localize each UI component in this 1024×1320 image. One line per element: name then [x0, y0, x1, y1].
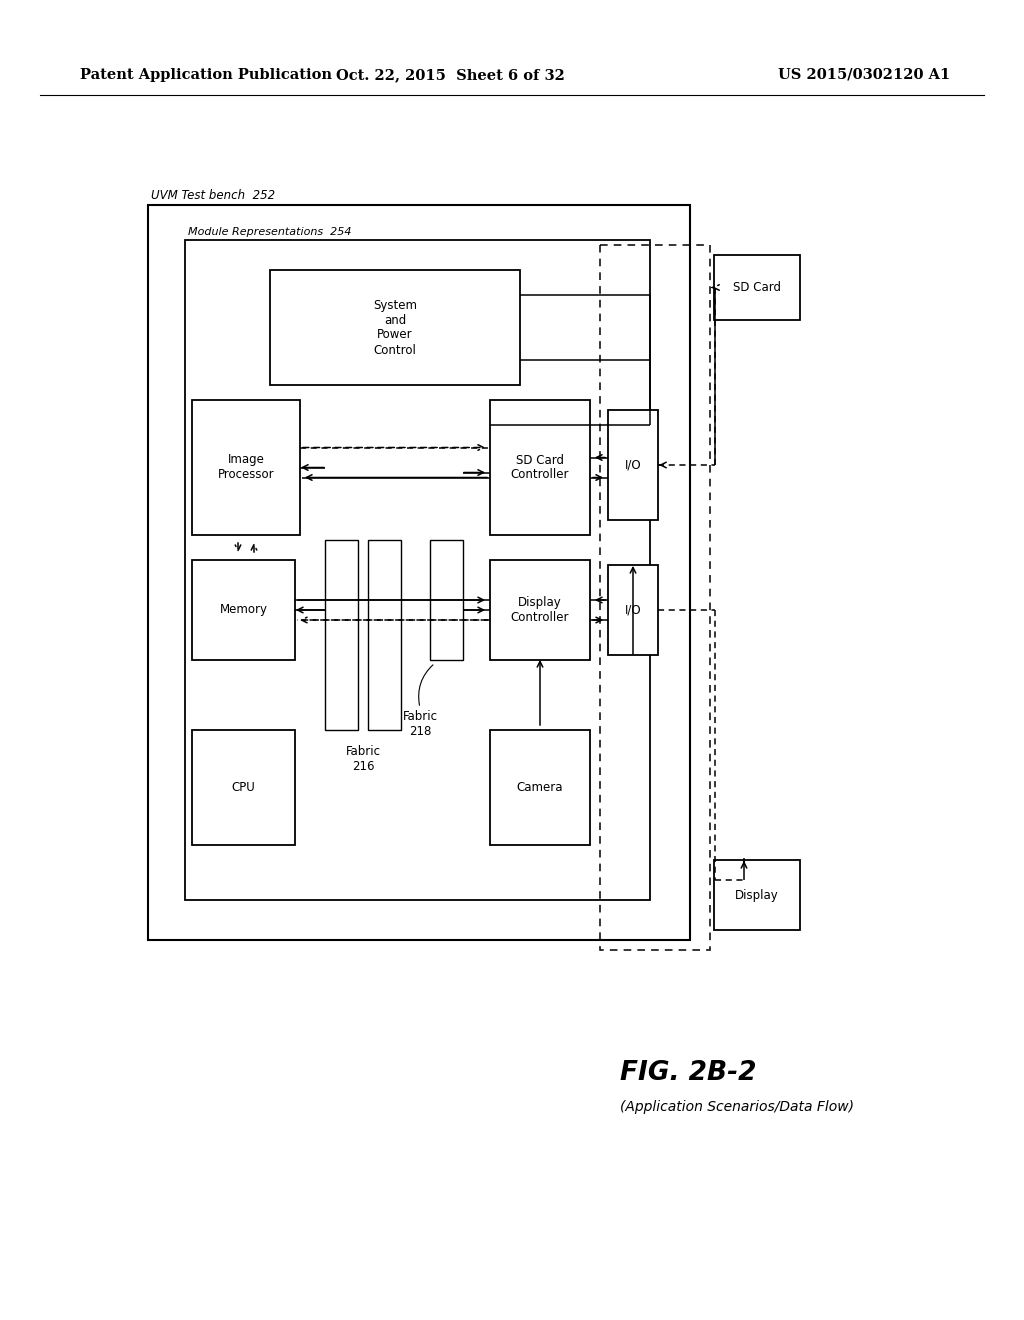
Bar	[193, 730, 295, 845]
Bar	[430, 540, 463, 660]
Text: US 2015/0302120 A1: US 2015/0302120 A1	[778, 69, 950, 82]
Text: CPU: CPU	[231, 781, 255, 795]
Text: Image
Processor: Image Processor	[218, 454, 274, 482]
Text: Fabric: Fabric	[345, 744, 381, 758]
Bar	[714, 861, 800, 931]
Text: Oct. 22, 2015  Sheet 6 of 32: Oct. 22, 2015 Sheet 6 of 32	[336, 69, 564, 82]
Bar	[714, 255, 800, 319]
Bar	[608, 411, 658, 520]
Text: SD Card: SD Card	[733, 281, 781, 294]
Text: Display
Controller: Display Controller	[511, 597, 569, 624]
Text: UVM Test bench  252: UVM Test bench 252	[151, 189, 275, 202]
Text: Memory: Memory	[219, 603, 267, 616]
Text: SD Card
Controller: SD Card Controller	[511, 454, 569, 482]
Bar	[490, 560, 590, 660]
Bar	[208, 746, 311, 861]
Bar	[600, 246, 710, 950]
Text: 216: 216	[352, 760, 374, 774]
Bar	[193, 400, 300, 535]
Bar	[490, 400, 590, 535]
Text: FIG. 2B-2: FIG. 2B-2	[620, 1060, 757, 1086]
Bar	[368, 540, 401, 730]
Text: Display: Display	[735, 888, 779, 902]
Bar	[148, 205, 690, 940]
Text: (Application Scenarios/Data Flow): (Application Scenarios/Data Flow)	[620, 1100, 854, 1114]
Text: Patent Application Publication: Patent Application Publication	[80, 69, 332, 82]
Bar	[608, 565, 658, 655]
Text: 218: 218	[409, 725, 431, 738]
Text: System
and
Power
Control: System and Power Control	[373, 298, 417, 356]
Bar	[270, 271, 520, 385]
Bar	[490, 730, 590, 845]
Bar	[185, 240, 650, 900]
Text: Fabric: Fabric	[402, 710, 437, 723]
Bar	[200, 738, 303, 853]
Text: Camera: Camera	[517, 781, 563, 795]
Text: Module Representations  254: Module Representations 254	[188, 227, 351, 238]
Bar	[193, 560, 295, 660]
Text: I/O: I/O	[625, 603, 641, 616]
Text: I/O: I/O	[625, 458, 641, 471]
Bar	[325, 540, 358, 730]
